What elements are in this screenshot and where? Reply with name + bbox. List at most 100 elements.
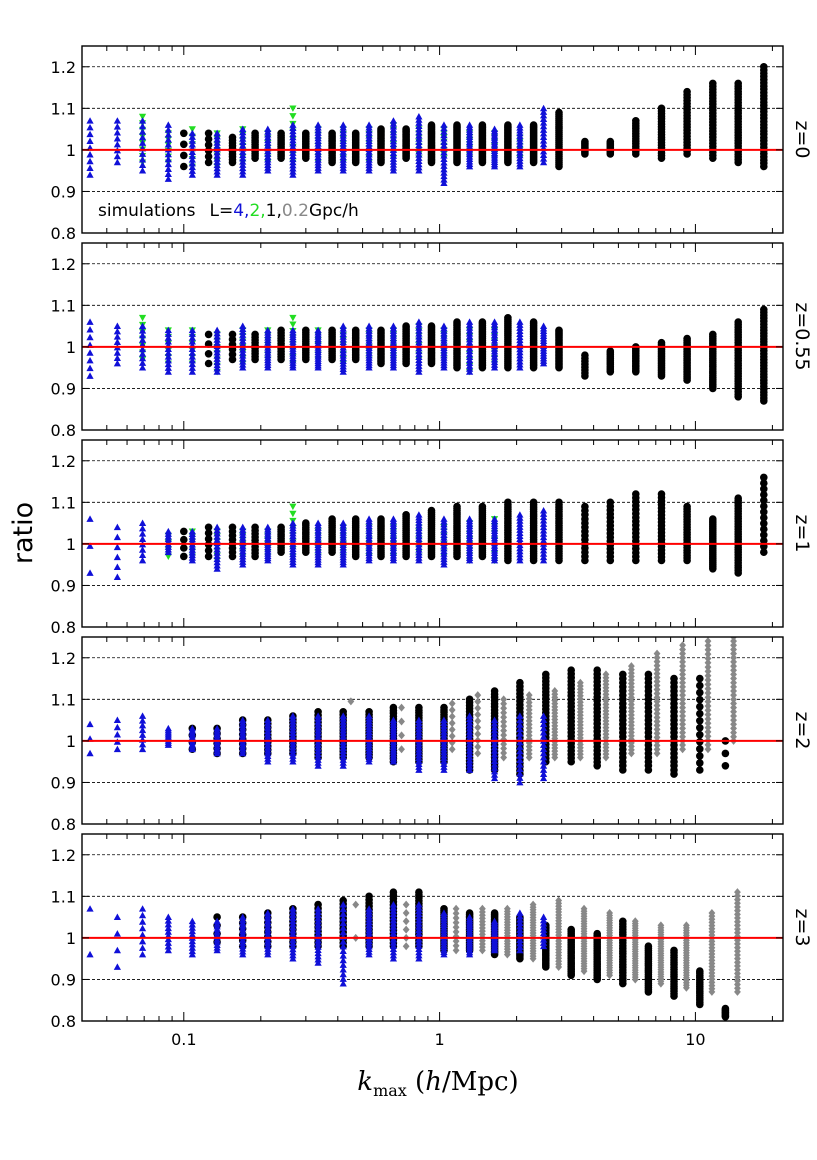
data-point (653, 649, 661, 658)
data-point (351, 326, 360, 335)
panel-z=1: 0.8 0.9 1 1.1 1.2 z=1 (51, 439, 813, 637)
data-point (339, 121, 347, 128)
data-point (500, 726, 508, 735)
data-point (474, 717, 482, 726)
data-point (351, 515, 360, 523)
data-point (86, 150, 94, 158)
data-point (180, 151, 188, 160)
data-point (138, 139, 147, 146)
data-point (188, 334, 196, 341)
data-points (86, 473, 768, 581)
data-point (679, 641, 686, 650)
data-point (440, 131, 448, 139)
data-point (539, 758, 548, 765)
data-point (138, 350, 147, 357)
data-point (539, 526, 548, 534)
data-point (213, 917, 221, 925)
data-point (389, 322, 398, 329)
data-point (138, 931, 147, 938)
data-point (415, 318, 423, 325)
data-point (734, 888, 741, 897)
data-point (339, 980, 347, 987)
data-point (683, 334, 691, 343)
panel-label: z=3 (791, 909, 813, 947)
data-point (188, 927, 196, 935)
data-point (696, 717, 704, 725)
data-point (500, 740, 508, 749)
data-point (696, 724, 704, 732)
data-point (581, 502, 589, 511)
data-point (138, 546, 147, 553)
data-point (679, 720, 686, 729)
data-point (251, 129, 259, 138)
data-point (490, 125, 499, 132)
data-point (708, 908, 716, 917)
y-tick-label: 1.1 (51, 887, 76, 906)
data-point (539, 536, 548, 544)
data-point (730, 720, 737, 729)
data-point (339, 975, 347, 982)
data-point (683, 502, 691, 511)
data-point (730, 732, 737, 741)
data-point (138, 918, 147, 925)
data-point (490, 687, 499, 695)
data-point (113, 543, 121, 551)
data-point (730, 670, 737, 679)
data-point (606, 347, 615, 355)
data-point (86, 171, 94, 178)
data-point (448, 732, 456, 741)
legend-item: 1, (266, 201, 282, 221)
data-point (113, 553, 121, 561)
data-point (113, 731, 121, 738)
data-point (504, 121, 512, 129)
y-tick-label: 0.8 (51, 421, 76, 440)
data-point (539, 147, 548, 155)
data-point (228, 133, 237, 142)
data-point (264, 523, 272, 531)
data-point (86, 515, 94, 522)
data-point (277, 326, 285, 335)
data-point (402, 511, 410, 519)
data-point (239, 135, 247, 142)
data-point (760, 473, 768, 482)
y-tick-label: 1.2 (51, 58, 76, 77)
data-point (539, 137, 548, 144)
data-point (704, 667, 712, 676)
data-point (164, 935, 172, 943)
y-tick-label: 1.2 (51, 452, 76, 471)
data-point (465, 712, 474, 719)
data-point (398, 731, 405, 740)
data-point (440, 703, 448, 712)
data-point (213, 523, 221, 531)
data-point (138, 133, 147, 141)
data-point (204, 330, 213, 339)
data-point (730, 649, 737, 658)
data-point (760, 548, 768, 556)
data-point (704, 719, 712, 728)
data-point (555, 108, 563, 117)
data-point (86, 349, 94, 356)
data-point (440, 515, 448, 522)
data-point (704, 710, 712, 719)
data-point (239, 154, 247, 162)
data-point (138, 359, 147, 366)
data-point (204, 359, 213, 368)
x-axis-label-unit: /Mpc) (442, 1067, 519, 1097)
data-point (188, 171, 196, 178)
data-point (398, 703, 405, 712)
data-point (679, 645, 686, 654)
data-point (644, 670, 653, 679)
data-point (204, 141, 213, 149)
data-point (164, 353, 172, 360)
data-point (490, 750, 499, 758)
y-tick-label: 0.8 (51, 224, 76, 243)
data-point (389, 901, 398, 908)
data-point (113, 129, 121, 136)
data-point (440, 128, 448, 135)
x-axis-label-sub: max (373, 1081, 407, 1100)
data-point (525, 691, 533, 700)
panel-label: z=2 (791, 712, 813, 750)
data-point (339, 322, 347, 329)
data-point (696, 967, 704, 975)
data-point (448, 706, 456, 715)
